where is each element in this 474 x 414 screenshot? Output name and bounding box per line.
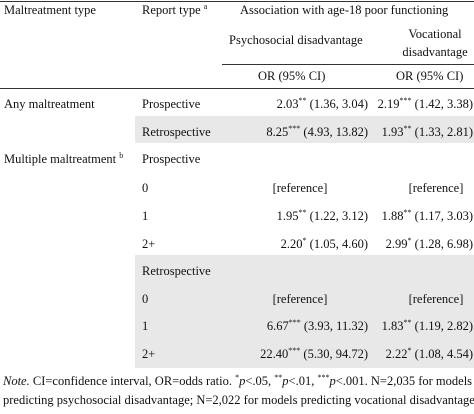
group-cell: Any maltreatment [4,96,95,112]
confidence-interval: (1.08, 4.54) [414,347,473,361]
estimate-cell: 1.93** (1.33, 2.81) [323,124,473,140]
confidence-interval: (4.93, 13.82) [303,125,368,139]
header-cell: Association with age-18 poor functioning [240,3,449,17]
header-cell: disadvantage [402,45,468,59]
odds-ratio: 2.03 [276,97,299,111]
rule [222,64,474,65]
confidence-interval: (1.42, 3.38) [414,97,473,111]
header-cell: Psychosocial disadvantage [229,33,363,47]
significance: * [407,346,412,355]
header-cell: Maltreatment type [4,3,96,17]
footnote-mark: b [119,151,124,160]
odds-ratio: 22.40 [260,347,289,361]
estimate-cell: 1.95** (1.22, 3.12) [218,208,368,224]
confidence-interval: (1.22, 3.12) [309,209,368,223]
odds-ratio: 2.19 [377,97,400,111]
estimate-cell: 1.88** (1.17, 3.03) [323,208,473,224]
rule [0,88,474,89]
estimate-cell: 2.03** (1.36, 3.04) [218,96,368,112]
note-text: p [329,374,336,388]
note-text: CI=confidence interval, OR=odds ratio. [29,374,236,388]
reference-cell: [reference] [408,292,464,306]
report-cell: 1 [142,209,149,223]
confidence-interval: (1.28, 6.98) [414,237,473,251]
note-text: <.01, [288,374,318,388]
report-cell: 1 [142,319,149,333]
estimate-cell: 8.25*** (4.93, 13.82) [218,124,368,140]
header-cell: Report type a [142,2,207,18]
significance: ** [403,208,412,217]
reference-cell: [reference] [272,181,328,195]
confidence-interval: (1.33, 2.81) [414,125,473,139]
report-cell: 2+ [142,237,156,251]
significance: *** [399,96,412,105]
significance: *** [288,124,301,133]
estimate-cell: 1.83** (1.19, 2.82) [323,318,473,334]
significance: * [407,236,412,245]
group-label: Any maltreatment [4,97,95,111]
header-cell: OR (95% CI) [258,69,326,83]
estimate-cell: 6.67*** (3.93, 11.32) [218,318,368,334]
odds-ratio: 1.95 [276,209,299,223]
confidence-interval: (1.19, 2.82) [414,319,473,333]
significance: ** [403,318,412,327]
report-cell: 0 [142,181,149,195]
note-text: <.001. N=2,035 for models predicting psy… [3,374,474,414]
odds-ratio: 6.67 [266,319,289,333]
row-shade [135,255,474,368]
significance: ** [298,96,307,105]
confidence-interval: (3.93, 11.32) [303,319,368,333]
significance: ** [403,124,412,133]
odds-ratio: 1.93 [381,125,404,139]
estimate-cell: 2.20* (1.05, 4.60) [218,236,368,252]
estimate-cell: 2.19*** (1.42, 3.38) [323,96,473,112]
report-cell: Prospective [142,97,201,111]
confidence-interval: (5.30, 94.72) [303,347,368,361]
estimate-cell: 2.22* (1.08, 4.54) [323,346,473,362]
significance: * [302,236,307,245]
confidence-interval: (1.17, 3.03) [414,209,473,223]
note-text: p [239,374,246,388]
footnote-mark: a [203,2,208,11]
report-cell: Retrospective [142,125,211,139]
header-cell: Vocational [408,27,462,41]
note-text: ** [274,373,283,382]
reference-cell: [reference] [272,292,328,306]
note-text: * [235,373,240,382]
odds-ratio: 1.83 [381,319,404,333]
note-text: <.05, [245,374,275,388]
estimate-cell: 2.99* (1.28, 6.98) [323,236,473,252]
row-shade [135,116,474,143]
reference-cell: [reference] [408,181,464,195]
odds-ratio: 2.99 [385,237,408,251]
note-text: Note. [3,374,30,388]
report-cell: Retrospective [142,264,211,278]
confidence-interval: (1.36, 3.04) [309,97,368,111]
estimate-cell: 22.40*** (5.30, 94.72) [218,346,368,362]
rule [0,1,474,2]
significance: *** [288,346,301,355]
group-cell: Multiple maltreatment b [4,151,123,167]
significance: *** [288,318,301,327]
odds-ratio: 2.22 [385,347,408,361]
note-text: p [282,374,289,388]
header-text: Report type [142,3,201,17]
header-cell: OR (95% CI) [396,69,464,83]
table-note: Note. CI=confidence interval, OR=odds ra… [3,372,474,414]
report-cell: 2+ [142,347,156,361]
report-cell: Prospective [142,152,201,166]
confidence-interval: (1.05, 4.60) [309,237,368,251]
report-cell: 0 [142,292,149,306]
group-label: Multiple maltreatment [4,152,117,166]
odds-ratio: 8.25 [266,125,289,139]
note-text: *** [317,373,330,382]
odds-ratio: 1.88 [381,209,404,223]
odds-ratio: 2.20 [280,237,303,251]
significance: ** [298,208,307,217]
